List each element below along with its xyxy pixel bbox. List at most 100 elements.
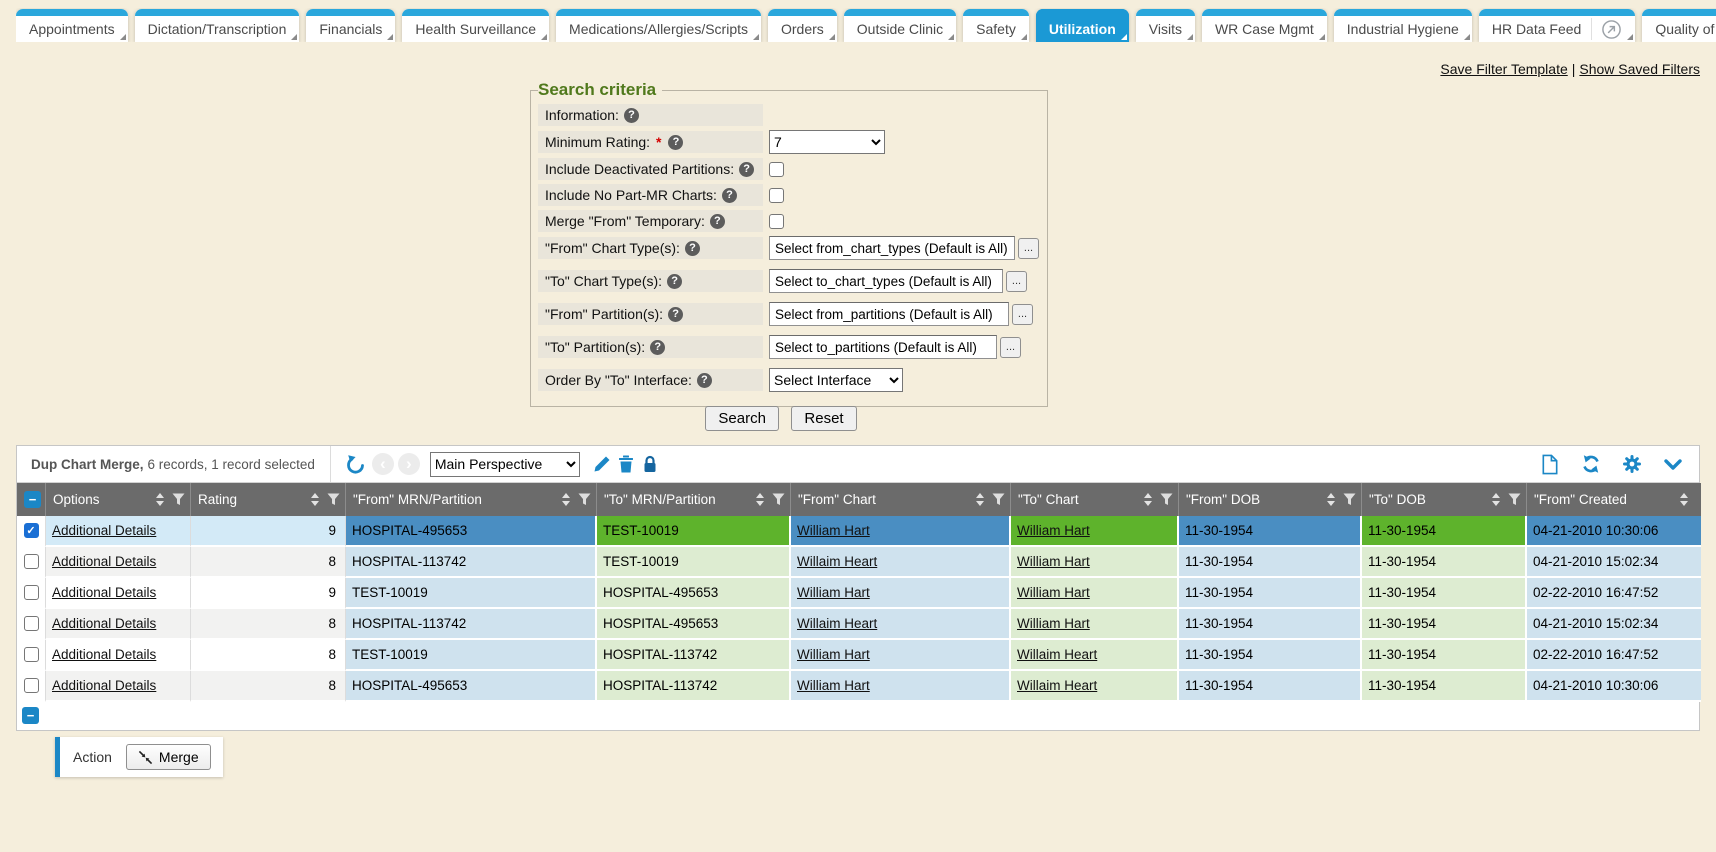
previous-icon[interactable]: ‹: [371, 453, 394, 475]
additional-details-link[interactable]: Additional Details: [52, 647, 157, 662]
filter-funnel-icon[interactable]: [1343, 493, 1356, 506]
additional-details-link[interactable]: Additional Details: [52, 678, 157, 693]
undo-icon[interactable]: [344, 452, 368, 476]
row-checkbox[interactable]: ✓: [23, 523, 39, 539]
from-chart-link[interactable]: William Hart: [797, 523, 870, 538]
include-deactivated-partitions-checkbox[interactable]: [769, 161, 784, 177]
sort-icon[interactable]: [311, 493, 319, 506]
tab-hr-data-feed[interactable]: HR Data Feed: [1478, 9, 1636, 42]
filter-funnel-icon[interactable]: [327, 493, 340, 506]
from-chart-link[interactable]: Willaim Heart: [797, 554, 878, 569]
select-all-toggle[interactable]: −: [24, 491, 41, 508]
row-checkbox[interactable]: [23, 678, 39, 694]
cell-checkbox: [17, 547, 46, 578]
tab-wr-case-mgmt[interactable]: WR Case Mgmt: [1201, 9, 1327, 42]
to-chart-type-s-input[interactable]: [769, 269, 1003, 293]
filter-funnel-icon[interactable]: [992, 493, 1005, 506]
filter-funnel-icon[interactable]: [1508, 493, 1521, 506]
additional-details-link[interactable]: Additional Details: [52, 523, 157, 538]
next-icon[interactable]: ›: [397, 453, 420, 475]
table-row: Additional Details 8 HOSPITAL-113742 HOSPIT…: [17, 609, 1701, 640]
collapse-chevron-icon[interactable]: [1661, 452, 1685, 476]
to-partition-s-picker-button[interactable]: ...: [1000, 336, 1021, 358]
row-checkbox[interactable]: [23, 554, 39, 570]
tab-safety[interactable]: Safety: [963, 9, 1029, 42]
help-icon[interactable]: ?: [739, 161, 755, 177]
filter-funnel-icon[interactable]: [1160, 493, 1173, 506]
from-chart-type-s-picker-button[interactable]: ...: [1018, 237, 1039, 259]
filter-funnel-icon[interactable]: [772, 493, 785, 506]
from-partition-s-input[interactable]: [769, 302, 1009, 326]
new-document-icon[interactable]: [1538, 452, 1562, 476]
tab-visits[interactable]: Visits: [1135, 9, 1195, 42]
filter-funnel-icon[interactable]: [578, 493, 591, 506]
row-checkbox[interactable]: [23, 616, 39, 632]
merge-from-temporary-checkbox[interactable]: [769, 213, 784, 229]
help-icon[interactable]: ?: [623, 107, 639, 123]
reset-button[interactable]: Reset: [791, 406, 857, 431]
from-chart-link[interactable]: William Hart: [797, 678, 870, 693]
sort-icon[interactable]: [756, 493, 764, 506]
tab-quality-of-care[interactable]: Quality of Care: [1642, 9, 1716, 42]
sort-icon[interactable]: [1680, 493, 1688, 506]
show-saved-filters-link[interactable]: Show Saved Filters: [1579, 61, 1700, 77]
external-link-icon[interactable]: [1591, 18, 1622, 40]
from-partition-s-picker-button[interactable]: ...: [1012, 303, 1033, 325]
sort-icon[interactable]: [156, 493, 164, 506]
help-icon[interactable]: ?: [696, 372, 712, 388]
additional-details-link[interactable]: Additional Details: [52, 554, 157, 569]
to-chart-link[interactable]: William Hart: [1017, 585, 1090, 600]
include-no-part-mr-charts-checkbox[interactable]: [769, 187, 784, 203]
perspective-select[interactable]: Main Perspective: [429, 451, 580, 477]
to-chart-link[interactable]: Willaim Heart: [1017, 647, 1098, 662]
cell-text: 11-30-1954: [1368, 678, 1437, 693]
sort-icon[interactable]: [976, 493, 984, 506]
minimum-rating-select[interactable]: 7: [769, 130, 885, 154]
collapse-all-button[interactable]: −: [22, 707, 39, 724]
help-icon[interactable]: ?: [650, 339, 666, 355]
from-chart-link[interactable]: Willaim Heart: [797, 616, 878, 631]
help-icon[interactable]: ?: [668, 134, 684, 150]
additional-details-link[interactable]: Additional Details: [52, 616, 157, 631]
settings-gear-icon[interactable]: [1620, 452, 1644, 476]
search-button[interactable]: Search: [705, 406, 779, 431]
filter-funnel-icon[interactable]: [172, 493, 185, 506]
help-icon[interactable]: ?: [721, 187, 737, 203]
save-filter-template-link[interactable]: Save Filter Template: [1440, 61, 1568, 77]
help-icon[interactable]: ?: [668, 306, 684, 322]
tab-outside-clinic[interactable]: Outside Clinic: [843, 9, 957, 42]
to-chart-link[interactable]: William Hart: [1017, 523, 1090, 538]
sort-icon[interactable]: [1144, 493, 1152, 506]
to-partition-s-input[interactable]: [769, 335, 997, 359]
to-chart-link[interactable]: William Hart: [1017, 616, 1090, 631]
merge-button[interactable]: Merge: [125, 744, 211, 770]
sort-icon[interactable]: [1492, 493, 1500, 506]
tab-dictation-transcription[interactable]: Dictation/Transcription: [134, 9, 300, 42]
additional-details-link[interactable]: Additional Details: [52, 585, 157, 600]
from-chart-type-s-input[interactable]: [769, 236, 1015, 260]
help-icon[interactable]: ?: [667, 273, 683, 289]
tab-medications-allergies-scripts[interactable]: Medications/Allergies/Scripts: [556, 9, 761, 42]
help-icon[interactable]: ?: [684, 240, 700, 256]
tab-orders[interactable]: Orders: [768, 9, 837, 42]
tab-financials[interactable]: Financials: [306, 9, 396, 42]
edit-pencil-icon[interactable]: [590, 452, 614, 476]
from-chart-link[interactable]: William Hart: [797, 585, 870, 600]
sort-icon[interactable]: [1327, 493, 1335, 506]
order-by-to-interface-select[interactable]: Select Interface: [769, 368, 903, 392]
tab-appointments[interactable]: Appointments: [16, 9, 128, 42]
row-checkbox[interactable]: [23, 647, 39, 663]
help-icon[interactable]: ?: [709, 213, 725, 229]
tab-industrial-hygiene[interactable]: Industrial Hygiene: [1333, 9, 1472, 42]
refresh-icon[interactable]: [1579, 452, 1603, 476]
to-chart-type-s-picker-button[interactable]: ...: [1006, 270, 1027, 292]
to-chart-link[interactable]: Willaim Heart: [1017, 678, 1098, 693]
tab-health-surveillance[interactable]: Health Surveillance: [402, 9, 550, 42]
lock-icon[interactable]: [638, 452, 662, 476]
tab-utilization[interactable]: Utilization: [1035, 9, 1129, 42]
from-chart-link[interactable]: William Hart: [797, 647, 870, 662]
to-chart-link[interactable]: William Hart: [1017, 554, 1090, 569]
row-checkbox[interactable]: [23, 585, 39, 601]
delete-trash-icon[interactable]: [614, 452, 638, 476]
sort-icon[interactable]: [562, 493, 570, 506]
